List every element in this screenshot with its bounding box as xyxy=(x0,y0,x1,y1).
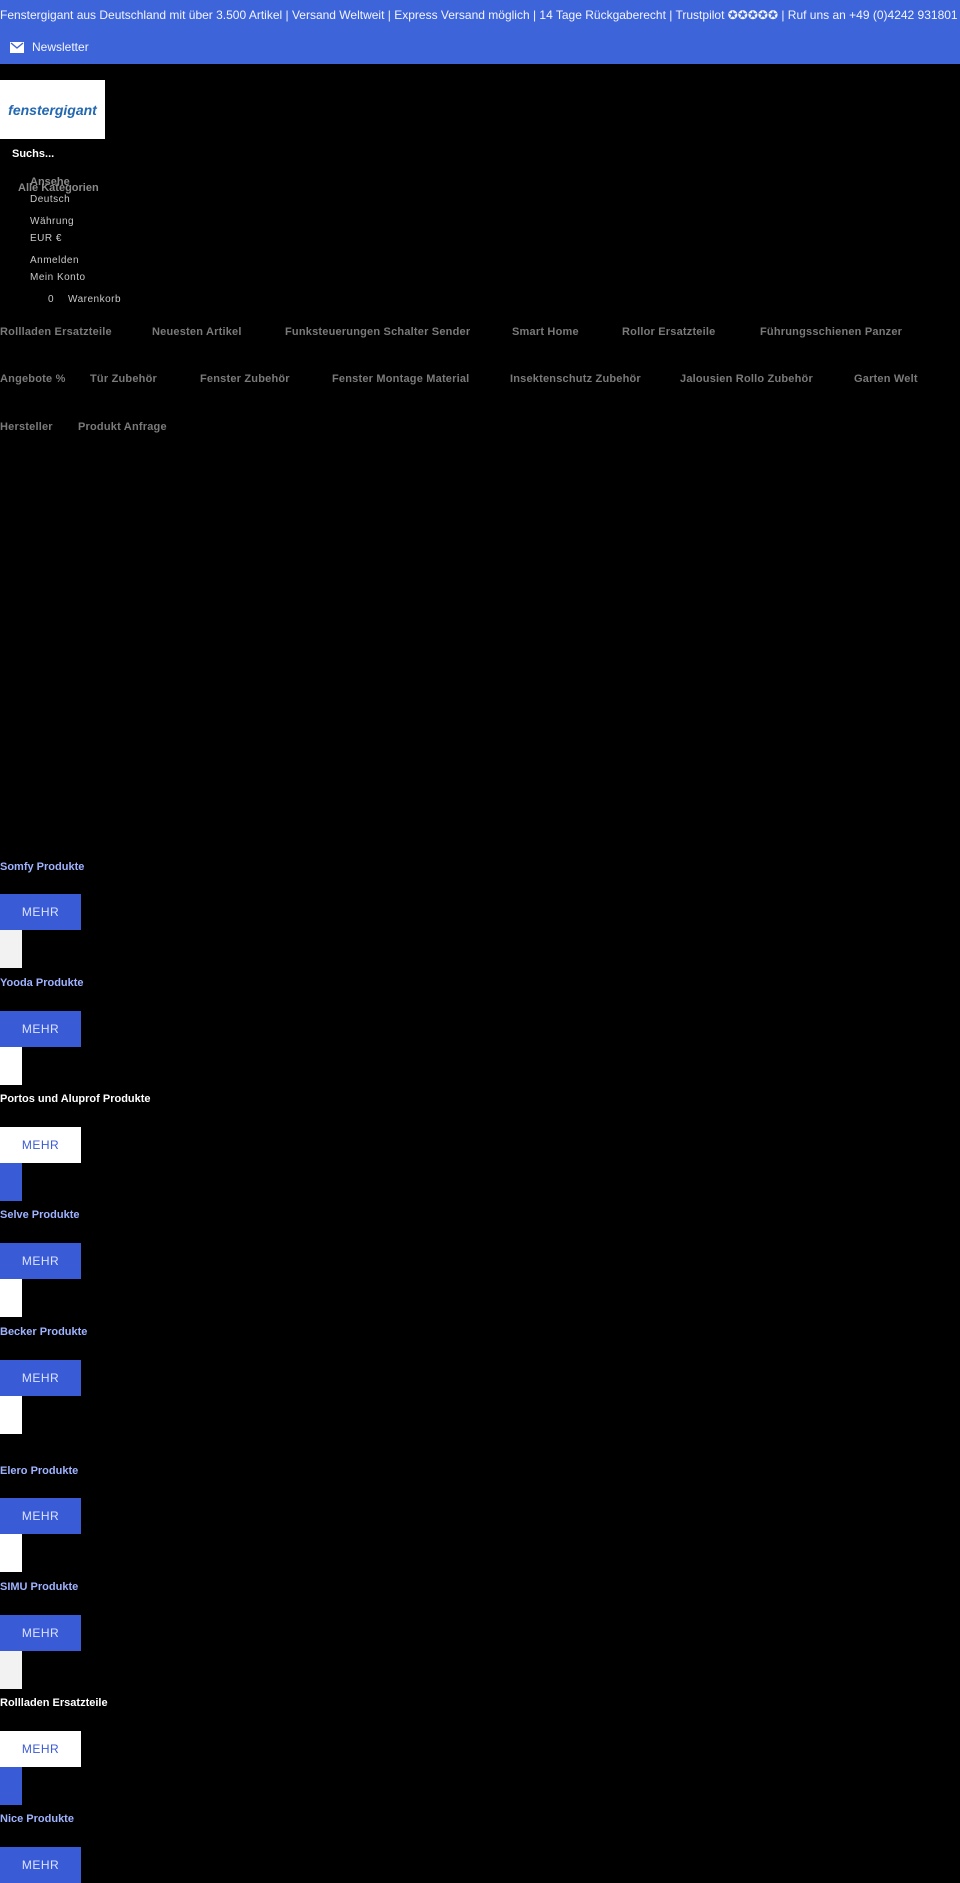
newsletter-link[interactable]: Newsletter xyxy=(10,40,89,54)
nav-item[interactable]: Angebote % xyxy=(0,373,66,385)
category-title[interactable]: Rollladen Ersatzteile xyxy=(0,1697,108,1709)
category-image-placeholder xyxy=(0,1767,22,1805)
currency-label: Währung xyxy=(30,216,75,227)
category-image-placeholder xyxy=(0,1534,22,1572)
category-title[interactable]: SIMU Produkte xyxy=(0,1581,79,1593)
site-logo[interactable]: fenstergigant xyxy=(0,80,105,139)
nav-item[interactable]: Neuesten Artikel xyxy=(152,326,242,338)
more-button[interactable]: MEHR xyxy=(0,1498,81,1534)
nav-item[interactable]: Smart Home xyxy=(512,326,579,338)
logo-text: fenstergigant xyxy=(8,101,97,118)
more-button[interactable]: MEHR xyxy=(0,1127,81,1163)
category-image-placeholder xyxy=(0,930,22,968)
promo-text: Fenstergigant aus Deutschland mit über 3… xyxy=(0,8,958,22)
nav-item[interactable]: Rollor Ersatzteile xyxy=(622,326,716,338)
category-image-placeholder xyxy=(0,1651,22,1689)
more-button[interactable]: MEHR xyxy=(0,1847,81,1883)
newsletter-label: Newsletter xyxy=(32,40,89,54)
nav-item[interactable]: Tür Zubehör xyxy=(90,373,157,385)
all-categories-select[interactable]: Alle Kategorien xyxy=(18,182,99,194)
nav-item[interactable]: Jalousien Rollo Zubehör xyxy=(680,373,813,385)
more-button[interactable]: MEHR xyxy=(0,1243,81,1279)
more-button[interactable]: MEHR xyxy=(0,1360,81,1396)
nav-item[interactable]: Insektenschutz Zubehör xyxy=(510,373,641,385)
category-title[interactable]: Becker Produkte xyxy=(0,1326,88,1338)
category-title[interactable]: Yooda Produkte xyxy=(0,977,84,989)
category-image-placeholder xyxy=(0,1279,22,1317)
category-title[interactable]: Somfy Produkte xyxy=(0,861,85,873)
nav-item[interactable]: Führungsschienen Panzer xyxy=(760,326,903,338)
my-account-link[interactable]: Mein Konto xyxy=(30,272,86,283)
nav-item[interactable]: Fenster Montage Material xyxy=(332,373,470,385)
more-button[interactable]: MEHR xyxy=(0,1731,81,1767)
nav-item[interactable]: Fenster Zubehör xyxy=(200,373,290,385)
more-button[interactable]: MEHR xyxy=(0,1615,81,1651)
category-image-placeholder xyxy=(0,1396,22,1434)
nav-item[interactable]: Funksteuerungen Schalter Sender xyxy=(285,326,471,338)
search-sub-label: Ansehe xyxy=(30,176,70,188)
nav-item[interactable]: Hersteller xyxy=(0,421,53,433)
language-select[interactable]: Deutsch xyxy=(30,194,71,205)
category-title[interactable]: Nice Produkte xyxy=(0,1813,74,1825)
category-title[interactable]: Portos und Aluprof Produkte xyxy=(0,1093,151,1105)
search-input[interactable]: Suchs... xyxy=(12,148,55,160)
category-title[interactable]: Elero Produkte xyxy=(0,1465,79,1477)
cart-link[interactable]: Warenkorb xyxy=(68,294,122,305)
category-title[interactable]: Selve Produkte xyxy=(0,1209,80,1221)
currency-select[interactable]: EUR € xyxy=(30,233,62,244)
more-button[interactable]: MEHR xyxy=(0,1011,81,1047)
top-announcement-bar: Fenstergigant aus Deutschland mit über 3… xyxy=(0,0,960,64)
login-link[interactable]: Anmelden xyxy=(30,255,80,266)
nav-item[interactable]: Rollladen Ersatzteile xyxy=(0,326,112,338)
category-image-placeholder xyxy=(0,1163,22,1201)
mail-icon xyxy=(10,41,24,53)
more-button[interactable]: MEHR xyxy=(0,894,81,930)
nav-item[interactable]: Garten Welt xyxy=(854,373,918,385)
category-image-placeholder xyxy=(0,1047,22,1085)
cart-count-badge: 0 xyxy=(48,294,55,305)
nav-item[interactable]: Produkt Anfrage xyxy=(78,421,167,433)
